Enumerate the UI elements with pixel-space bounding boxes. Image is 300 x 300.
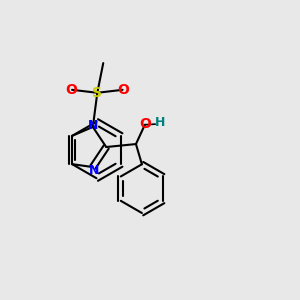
Text: S: S bbox=[92, 86, 102, 100]
Text: N: N bbox=[88, 119, 99, 132]
Text: H: H bbox=[154, 116, 165, 129]
Text: O: O bbox=[117, 83, 129, 97]
Text: N: N bbox=[89, 164, 100, 177]
Text: O: O bbox=[140, 117, 152, 131]
Text: O: O bbox=[65, 83, 77, 97]
